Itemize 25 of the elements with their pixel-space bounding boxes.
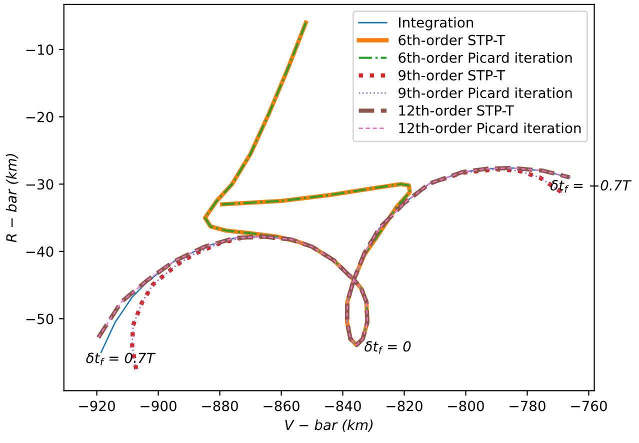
x-tick-label: −860 (264, 400, 300, 412)
x-tick-label: −760 (571, 400, 607, 412)
x-tick-label: −920 (79, 400, 115, 412)
annotation: δt$_{f}$ = 0 (364, 341, 411, 354)
legend-label: 12th-order STP-T (399, 104, 514, 116)
x-tick-label: −900 (140, 400, 176, 412)
x-tick-label: −780 (510, 400, 546, 412)
legend-label: 9th-order Picard iteration (398, 87, 572, 98)
annotation: δt$_{f}$ = 0.7T (86, 352, 156, 366)
legend-label: 6th-order STP-T (398, 34, 506, 46)
y-tick-label: −50 (26, 314, 54, 324)
x-tick-label: −840 (325, 400, 361, 412)
y-tick-label: −40 (26, 246, 54, 257)
legend-label: Integration (399, 16, 474, 30)
y-tick-label: −10 (26, 44, 54, 55)
y-tick-label: −20 (26, 112, 54, 122)
legend-label: 12th-order Picard iteration (399, 122, 581, 134)
legend-label: 6th-order Picard iteration (398, 52, 572, 63)
x-tick-label: −880 (202, 400, 238, 412)
legend-label: 9th-order STP-T (398, 70, 506, 81)
x-tick-label: −800 (448, 400, 484, 412)
x-tick-label: −820 (386, 400, 422, 412)
y-tick-label: −30 (26, 179, 54, 190)
y-axis-title: R − bar (km) (6, 154, 18, 242)
x-axis-title: V − bar (km) (285, 419, 373, 432)
